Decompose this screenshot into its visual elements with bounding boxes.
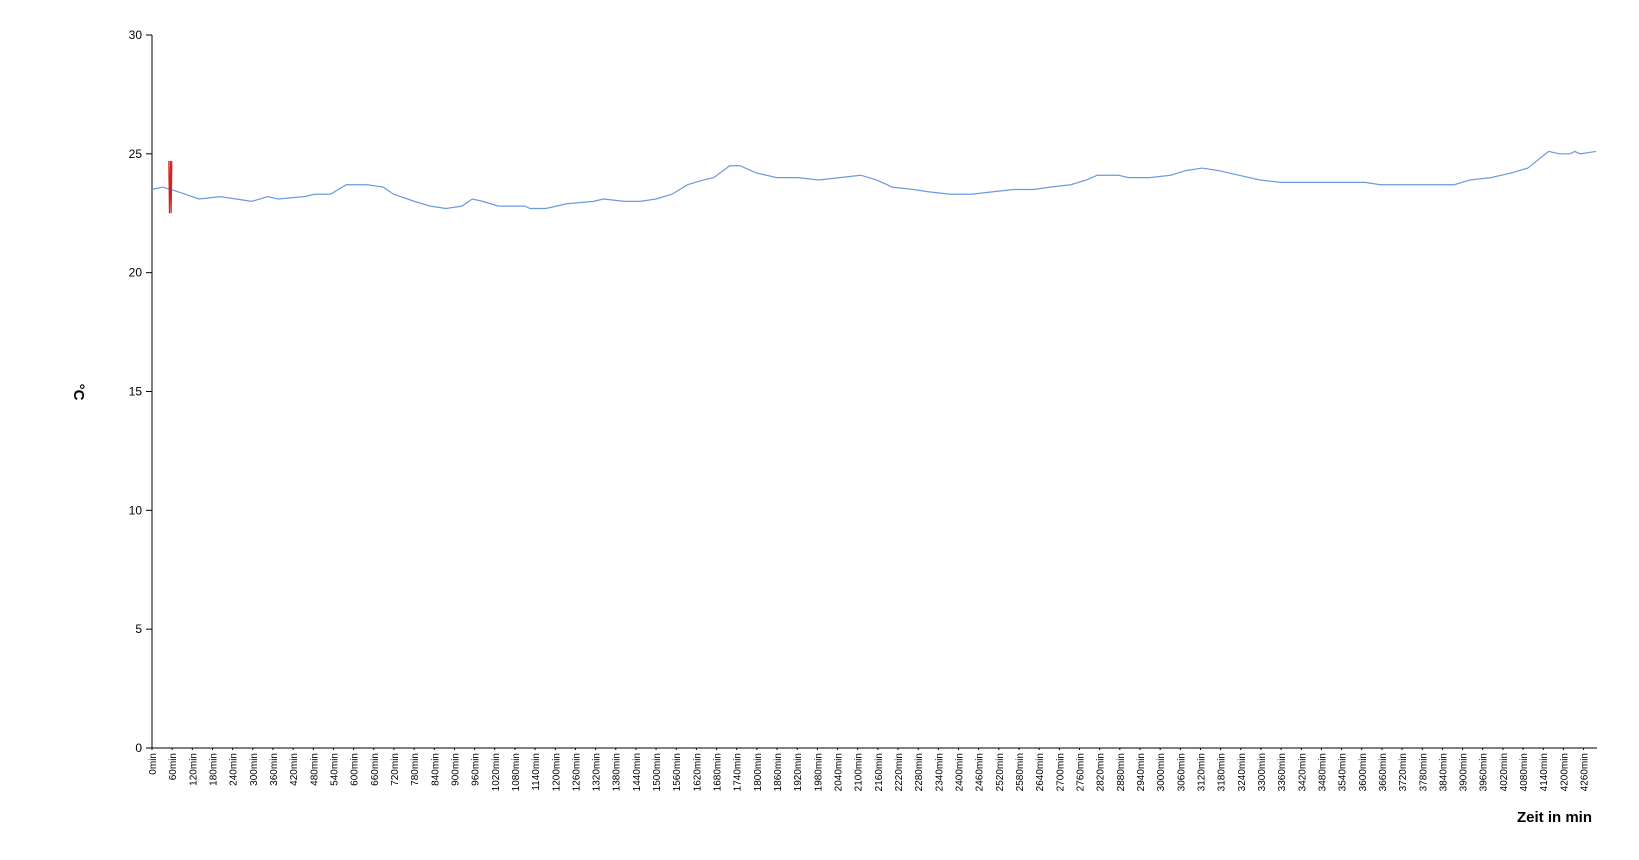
x-tick-label: 1140min — [531, 753, 542, 791]
x-tick-label: 360min — [269, 753, 280, 786]
x-tick-label: 1800min — [753, 753, 764, 791]
line-series — [168, 160, 173, 214]
x-tick-label: 3060min — [1176, 753, 1187, 791]
x-tick-label: 1020min — [491, 753, 502, 791]
x-tick-label: 1200min — [551, 753, 562, 791]
x-tick-label: 660min — [370, 753, 381, 786]
x-tick-label: 1320min — [592, 753, 603, 791]
x-tick-label: 4260min — [1580, 753, 1591, 791]
x-tick-label: 2520min — [995, 753, 1006, 791]
x-tick-label: 480min — [309, 753, 320, 786]
x-tick-label: 780min — [410, 753, 421, 786]
x-tick-label: 600min — [350, 753, 361, 786]
x-tick-label: 2340min — [934, 753, 945, 791]
x-tick-label: 2640min — [1035, 753, 1046, 791]
x-tick-label: 4020min — [1499, 753, 1510, 791]
x-tick-label: 2760min — [1075, 753, 1086, 791]
x-tick-label: 3300min — [1257, 753, 1268, 791]
y-axis-label: °C — [70, 384, 87, 401]
x-tick-label: 60min — [168, 753, 179, 780]
y-tick-label: 25 — [129, 147, 143, 161]
x-tick-label: 3000min — [1156, 753, 1167, 791]
x-tick-label: 1440min — [632, 753, 643, 791]
x-tick-label: 240min — [229, 753, 240, 786]
x-tick-label: 2220min — [894, 753, 905, 791]
x-tick-label: 4200min — [1559, 753, 1570, 791]
x-axis-label: Zeit in min — [1517, 809, 1592, 826]
x-tick-label: 3540min — [1338, 753, 1349, 791]
x-tick-label: 3960min — [1479, 753, 1490, 791]
x-tick-label: 3660min — [1378, 753, 1389, 791]
x-tick-label: 3480min — [1317, 753, 1328, 791]
x-tick-label: 2580min — [1015, 753, 1026, 791]
x-tick-label: 3360min — [1277, 753, 1288, 791]
x-tick-label: 1620min — [692, 753, 703, 791]
x-tick-label: 420min — [289, 753, 300, 786]
x-tick-label: 3600min — [1358, 753, 1369, 791]
x-tick-label: 2820min — [1096, 753, 1107, 791]
x-tick-label: 3780min — [1418, 753, 1429, 791]
line-series — [151, 150, 1597, 210]
y-tick-label: 30 — [129, 28, 143, 42]
x-tick-label: 1080min — [511, 753, 522, 791]
x-tick-label: 3840min — [1438, 753, 1449, 791]
x-tick-label: 2280min — [914, 753, 925, 791]
x-tick-label: 720min — [390, 753, 401, 786]
x-tick-label: 4080min — [1519, 753, 1530, 791]
x-tick-label: 2400min — [955, 753, 966, 791]
x-tick-label: 1560min — [672, 753, 683, 791]
y-tick-label: 15 — [129, 385, 143, 399]
x-tick-label: 2040min — [834, 753, 845, 791]
x-tick-label: 2700min — [1055, 753, 1066, 791]
x-tick-label: 1380min — [612, 753, 623, 791]
x-tick-label: 2160min — [874, 753, 885, 791]
x-tick-label: 2940min — [1136, 753, 1147, 791]
x-tick-label: 1260min — [571, 753, 582, 791]
x-tick-label: 3900min — [1459, 753, 1470, 791]
x-tick-label: 1500min — [652, 753, 663, 791]
x-tick-label: 840min — [430, 753, 441, 786]
x-tick-label: 3720min — [1398, 753, 1409, 791]
x-tick-label: 3180min — [1217, 753, 1228, 791]
x-tick-label: 1680min — [713, 753, 724, 791]
x-tick-label: 180min — [208, 753, 219, 786]
x-tick-label: 1920min — [793, 753, 804, 791]
x-tick-label: 3120min — [1196, 753, 1207, 791]
x-tick-label: 1740min — [733, 753, 744, 791]
x-tick-label: 3420min — [1297, 753, 1308, 791]
x-tick-label: 2460min — [975, 753, 986, 791]
y-tick-label: 5 — [135, 622, 142, 636]
x-tick-label: 4140min — [1539, 753, 1550, 791]
x-tick-label: 1980min — [813, 753, 824, 791]
x-tick-label: 960min — [471, 753, 482, 786]
y-tick-label: 20 — [129, 266, 143, 280]
x-tick-label: 300min — [249, 753, 260, 786]
x-tick-label: 1860min — [773, 753, 784, 791]
x-tick-label: 2880min — [1116, 753, 1127, 791]
x-tick-label: 900min — [450, 753, 461, 786]
y-tick-label: 10 — [129, 503, 143, 517]
x-tick-label: 0min — [148, 753, 159, 775]
x-tick-label: 3240min — [1237, 753, 1248, 791]
y-tick-label: 0 — [135, 741, 142, 755]
x-tick-label: 540min — [329, 753, 340, 786]
x-tick-label: 2100min — [854, 753, 865, 791]
x-tick-label: 120min — [188, 753, 199, 786]
